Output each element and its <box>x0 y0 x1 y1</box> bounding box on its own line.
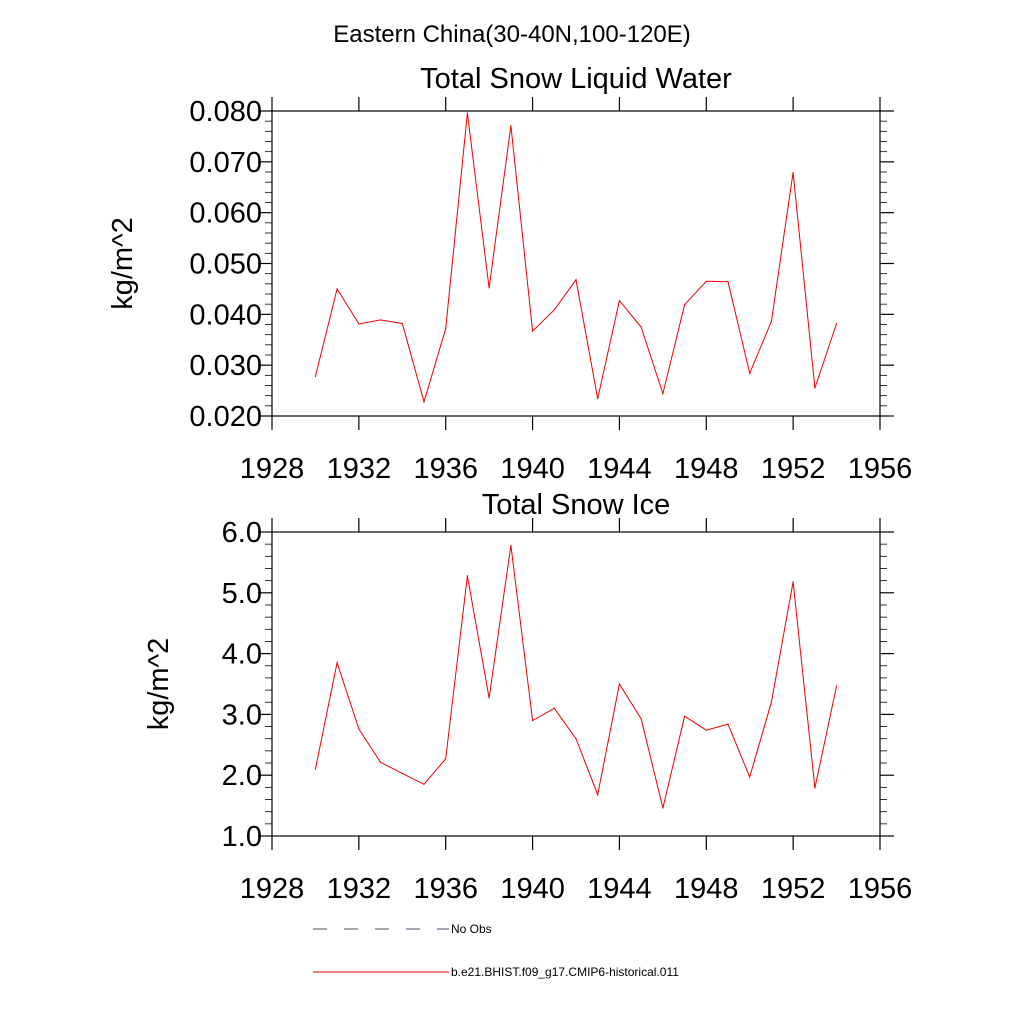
y-tick-label: 5.0 <box>222 578 262 610</box>
x-tick-label: 1952 <box>761 453 826 485</box>
data-point <box>618 683 621 685</box>
data-point <box>401 772 403 774</box>
x-tick-label: 1932 <box>327 873 392 905</box>
data-point <box>727 281 729 283</box>
data-point <box>662 393 664 395</box>
data-point <box>749 372 751 374</box>
data-point <box>423 783 425 785</box>
data-point <box>597 794 599 796</box>
chart-panel-2: Total Snow Ice kg/m^2 1928 1932 1936 1940 1944… <box>143 489 912 905</box>
data-point <box>792 581 794 583</box>
data-point <box>314 375 317 377</box>
data-point <box>314 768 317 770</box>
data-point <box>336 288 338 290</box>
plot-frame <box>271 531 881 837</box>
legend-label: b.e21.BHIST.f09_g17.CMIP6-historical.011 <box>451 965 679 979</box>
y-tick-label: 4.0 <box>222 639 262 671</box>
data-point <box>553 707 555 709</box>
data-point <box>466 575 469 577</box>
plot-frame <box>271 110 881 417</box>
legend-entry-2: b.e21.BHIST.f09_g17.CMIP6-historical.011 <box>313 965 679 979</box>
chart-panel-1: Total Snow Liquid Water kg/m^2 1928 1932 193… <box>107 63 912 485</box>
data-point <box>488 697 490 699</box>
y-tick-label: 0.020 <box>189 401 262 433</box>
figure-suptitle: Eastern China(30-40N,100-120E) <box>333 21 691 48</box>
chart-title: Total Snow Liquid Water <box>420 63 732 95</box>
x-tick-label: 1948 <box>674 873 739 905</box>
data-point <box>683 304 686 306</box>
data-point <box>575 279 577 281</box>
y-tick-label: 0.070 <box>189 147 262 179</box>
legend-entry-1: No Obs <box>313 922 492 936</box>
data-point <box>445 758 447 760</box>
data-point <box>379 319 382 321</box>
data-point <box>401 322 403 325</box>
data-point <box>814 387 816 389</box>
data-point <box>835 685 838 687</box>
x-tick-label: 1944 <box>587 453 652 485</box>
data-point <box>683 715 686 717</box>
data-point <box>705 729 707 731</box>
x-tick-label: 1944 <box>587 873 652 905</box>
y-axis-label: kg/m^2 <box>143 638 175 731</box>
x-tick-label: 1936 <box>413 873 478 905</box>
x-tick-label: 1952 <box>761 873 826 905</box>
data-point <box>488 287 490 289</box>
x-tick-label: 1948 <box>674 453 739 485</box>
y-tick-label: 0.060 <box>189 198 262 230</box>
data-point <box>466 112 469 114</box>
data-point <box>662 807 664 809</box>
data-point <box>531 330 534 332</box>
data-point <box>510 544 512 546</box>
data-point <box>814 787 816 789</box>
data-point <box>510 125 512 127</box>
y-tick-label: 0.030 <box>189 350 262 382</box>
x-tick-label: 1936 <box>413 453 478 485</box>
data-point <box>792 171 794 174</box>
y-tick-label: 1.0 <box>222 821 262 853</box>
data-point <box>553 309 555 311</box>
data-point <box>336 662 338 664</box>
data-point <box>358 728 360 730</box>
data-point <box>705 280 707 282</box>
y-tick-label: 0.040 <box>189 299 262 331</box>
legend: No Obs b.e21.BHIST.f09_g17.CMIP6-historic… <box>313 922 679 979</box>
y-axis-label: kg/m^2 <box>107 217 139 310</box>
x-tick-label: 1928 <box>240 453 305 485</box>
x-tick-label: 1940 <box>500 453 565 485</box>
data-point <box>358 323 360 325</box>
series-line-1 <box>314 112 838 404</box>
data-point <box>727 723 729 725</box>
y-tick-label: 2.0 <box>222 760 262 792</box>
data-point <box>531 719 534 722</box>
x-tick-label: 1956 <box>848 453 913 485</box>
data-point <box>640 326 642 328</box>
y-tick-label: 0.050 <box>189 249 262 281</box>
data-point <box>423 401 425 403</box>
y-tick-label: 6.0 <box>222 517 262 549</box>
series-line-1 <box>314 545 838 809</box>
x-tick-label: 1932 <box>327 453 392 485</box>
data-point <box>597 398 599 400</box>
y-tick-label: 0.080 <box>189 96 262 128</box>
y-tick-label: 3.0 <box>222 699 262 731</box>
data-point <box>379 761 382 764</box>
data-point <box>749 776 751 778</box>
x-tick-label: 1928 <box>240 873 305 905</box>
x-tick-label: 1940 <box>500 873 565 905</box>
chart-title: Total Snow Ice <box>482 489 671 521</box>
legend-label: No Obs <box>451 922 492 936</box>
data-point <box>770 701 773 703</box>
data-point <box>640 718 642 720</box>
x-tick-label: 1956 <box>848 873 913 905</box>
data-point <box>770 320 773 323</box>
data-point <box>575 738 577 740</box>
data-point <box>445 327 447 330</box>
data-point <box>618 300 621 302</box>
data-point <box>835 322 838 325</box>
charts: Total Snow Liquid Water kg/m^2 1928 1932 193… <box>107 63 912 905</box>
